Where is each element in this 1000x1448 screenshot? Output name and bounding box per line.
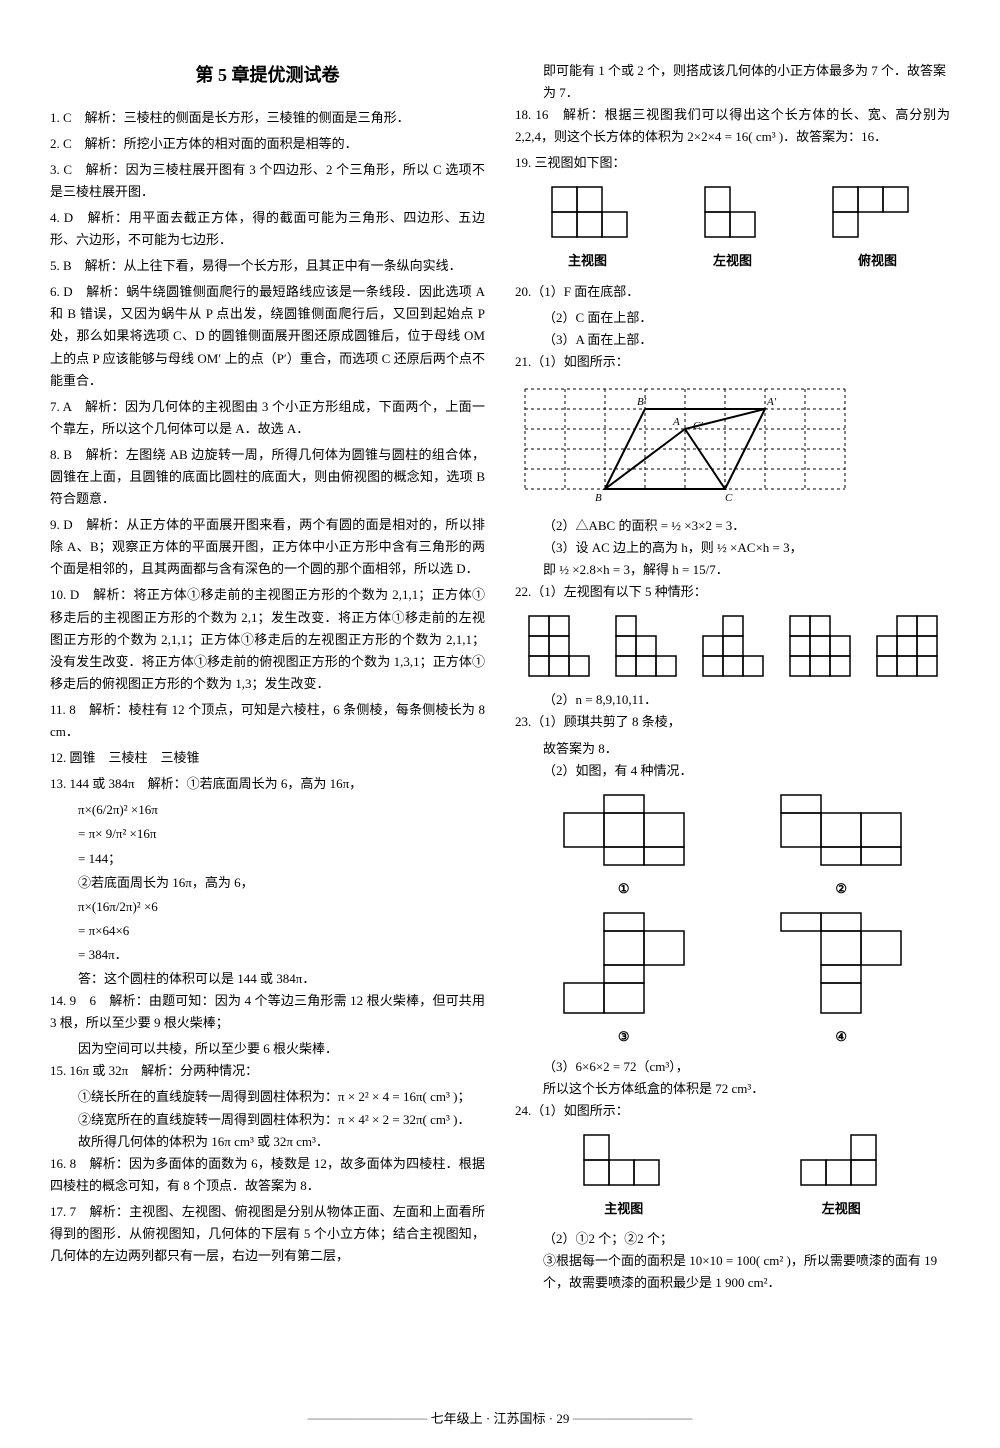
q21-2: （2）△ABC 的面积 = ½ ×3×2 = 3．: [515, 515, 950, 537]
q13-head: 13. 144 或 384π 解析：①若底面周长为 6，高为 16π，: [50, 773, 485, 795]
q22-shape2-icon: [611, 611, 681, 681]
q22-2: （2）n = 8,9,10,11．: [515, 689, 950, 711]
q4: 4. D 解析：用平面去截正方体，得的截面可能为三角形、四边形、五边形、六边形，…: [50, 207, 485, 251]
q23-figures-row2: [515, 908, 950, 1018]
right-column: 即可能有 1 个或 2 个，则搭成该几何体的小正方体最多为 7 个．故答案为 7…: [515, 60, 950, 1350]
q19-cap-front: 主视图: [568, 250, 607, 272]
q12: 12. 圆锥 三棱柱 三棱锥: [50, 747, 485, 769]
q19-cap-left: 左视图: [713, 250, 752, 272]
q23c: （2）如图，有 4 种情况．: [515, 760, 950, 782]
q19-front-view-icon: [547, 182, 637, 242]
q2: 2. C 解析：所挖小正方体的相对面的面积是相等的．: [50, 133, 485, 155]
q22-shape5-icon: [872, 611, 942, 681]
q24-2: （2）①2 个；②2 个；: [515, 1228, 950, 1250]
q21-3b: 即 ½ ×2.8×h = 3，解得 h = 15/7．: [515, 559, 950, 581]
svg-text:B: B: [595, 492, 602, 504]
q24-cap-left: 左视图: [822, 1198, 861, 1220]
q13-mid: ②若底面周长为 16π，高为 6，: [50, 872, 485, 894]
q23-net3-icon: [549, 908, 699, 1018]
q15b: ②绕宽所在的直线旋转一周得到圆柱体积为：π × 4² × 2 = 32π( cm…: [50, 1109, 485, 1131]
page: 第 5 章提优测试卷 1. C 解析：三棱柱的侧面是长方形，三棱锥的侧面是三角形…: [0, 0, 1000, 1380]
q24-cap-front: 主视图: [604, 1198, 643, 1220]
q24: 24.（1）如图所示：: [515, 1100, 950, 1122]
q19: 19. 三视图如下图：: [515, 152, 950, 174]
q7: 7. A 解析：因为几何体的主视图由 3 个小正方形组成，下面两个，上面一个靠左…: [50, 396, 485, 440]
q23-label2: ②: [835, 878, 847, 900]
q23b: 故答案为 8．: [515, 738, 950, 760]
q13-f4: π×(16π/2π)² ×6: [50, 896, 485, 918]
q15a: ①绕长所在的直线旋转一周得到圆柱体积为：π × 2² × 4 = 16π( cm…: [50, 1086, 485, 1108]
q20a: 20.（1）F 面在底部．: [515, 281, 950, 303]
q23-labels-row2: ③ ④: [515, 1026, 950, 1048]
q5: 5. B 解析：从上往下看，易得一个长方形，且其正中有一条纵向实线．: [50, 255, 485, 277]
q20b: （2）C 面在上部．: [515, 307, 950, 329]
q8: 8. B 解析：左图绕 AB 边旋转一周，所得几何体为圆锥与圆柱的组合体，圆锥在…: [50, 444, 485, 510]
chapter-title: 第 5 章提优测试卷: [50, 60, 485, 91]
q24-left-view-icon: [796, 1130, 886, 1190]
q14: 14. 9 6 解析：由题可知：因为 4 个等边三角形需 12 根火柴棒，但可共…: [50, 990, 485, 1034]
q13-f5: = π×64×6: [50, 920, 485, 942]
svg-text:A: A: [672, 416, 680, 428]
svg-text:B′: B′: [637, 396, 647, 408]
q24-front-view-icon: [579, 1130, 669, 1190]
q11: 11. 8 解析：棱柱有 12 个顶点，可知是六棱柱，6 条侧棱，每条侧棱长为 …: [50, 699, 485, 743]
q19-figures: [515, 182, 950, 242]
q19-captions: 主视图 左视图 俯视图: [515, 250, 950, 272]
q17b: 即可能有 1 个或 2 个，则搭成该几何体的小正方体最多为 7 个．故答案为 7…: [515, 60, 950, 104]
q22: 22.（1）左视图有以下 5 种情形：: [515, 581, 950, 603]
q22-shape3-icon: [698, 611, 768, 681]
q23-label1: ①: [618, 878, 630, 900]
q1: 1. C 解析：三棱柱的侧面是长方形，三棱锥的侧面是三角形．: [50, 107, 485, 129]
q24-3: ③根据每一个面的面积是 10×10 = 100( cm² )，所以需要喷漆的面有…: [515, 1250, 950, 1294]
q21: 21.（1）如图所示：: [515, 351, 950, 373]
q21-3a: （3）设 AC 边上的高为 h，则 ½ ×AC×h = 3，: [515, 537, 950, 559]
q23-label4: ④: [835, 1026, 847, 1048]
q6: 6. D 解析：蜗牛绕圆锥侧面爬行的最短路线应该是一条线段．因此选项 A 和 B…: [50, 281, 485, 391]
q23: 23.（1）顾琪共剪了 8 条棱，: [515, 711, 950, 733]
q23-net1-icon: [549, 790, 699, 870]
q19-top-view-icon: [828, 182, 918, 242]
q13-f2: = π× 9/π² ×16π: [50, 823, 485, 845]
q23-3: （3）6×6×2 = 72（cm³），: [515, 1056, 950, 1078]
q21-grid-icon: B C A C′ B′ A′: [515, 379, 855, 509]
page-footer: 七年级上 · 江苏国标 · 29: [0, 1408, 1000, 1430]
q14b: 因为空间可以共棱，所以至少要 6 根火柴棒．: [50, 1038, 485, 1060]
q13-f6: = 384π．: [50, 944, 485, 966]
q21-figure: B C A C′ B′ A′: [515, 379, 950, 509]
svg-text:C: C: [725, 492, 733, 504]
q9: 9. D 解析：从正方体的平面展开图来看，两个有圆的面是相对的，所以排除 A、B…: [50, 514, 485, 580]
q13-ans: 答：这个圆柱的体积可以是 144 或 384π．: [50, 968, 485, 990]
q17: 17. 7 解析：主视图、左视图、俯视图是分别从物体正面、左面和上面看所得到的图…: [50, 1201, 485, 1267]
q22-shape4-icon: [785, 611, 855, 681]
q24-figures: [515, 1130, 950, 1190]
q23-label3: ③: [618, 1026, 630, 1048]
svg-text:A′: A′: [766, 396, 777, 408]
q23-labels-row1: ① ②: [515, 878, 950, 900]
left-column: 第 5 章提优测试卷 1. C 解析：三棱柱的侧面是长方形，三棱锥的侧面是三角形…: [50, 60, 485, 1350]
q10: 10. D 解析：将正方体①移走前的主视图正方形的个数为 2,1,1；正方体①移…: [50, 584, 485, 694]
svg-text:C′: C′: [693, 420, 703, 432]
q24-captions: 主视图 左视图: [515, 1198, 950, 1220]
q23-net4-icon: [766, 908, 916, 1018]
q18: 18. 16 解析：根据三视图我们可以得出这个长方体的长、宽、高分别为 2,2,…: [515, 104, 950, 148]
q15: 15. 16π 或 32π 解析：分两种情况：: [50, 1060, 485, 1082]
q13-f3: = 144；: [50, 848, 485, 870]
q19-cap-top: 俯视图: [858, 250, 897, 272]
q13-f1: π×(6/2π)² ×16π: [50, 799, 485, 821]
q3: 3. C 解析：因为三棱柱展开图有 3 个四边形、2 个三角形，所以 C 选项不…: [50, 159, 485, 203]
q23-net2-icon: [766, 790, 916, 870]
q15c: 故所得几何体的体积为 16π cm³ 或 32π cm³．: [50, 1131, 485, 1153]
q19-left-view-icon: [700, 182, 765, 242]
q22-shape1-icon: [524, 611, 594, 681]
q22-figures: [515, 611, 950, 681]
q23-3b: 所以这个长方体纸盒的体积是 72 cm³．: [515, 1078, 950, 1100]
q20c: （3）A 面在上部．: [515, 329, 950, 351]
q23-figures-row1: [515, 790, 950, 870]
q16: 16. 8 解析：因为多面体的面数为 6，棱数是 12，故多面体为四棱柱．根据四…: [50, 1153, 485, 1197]
